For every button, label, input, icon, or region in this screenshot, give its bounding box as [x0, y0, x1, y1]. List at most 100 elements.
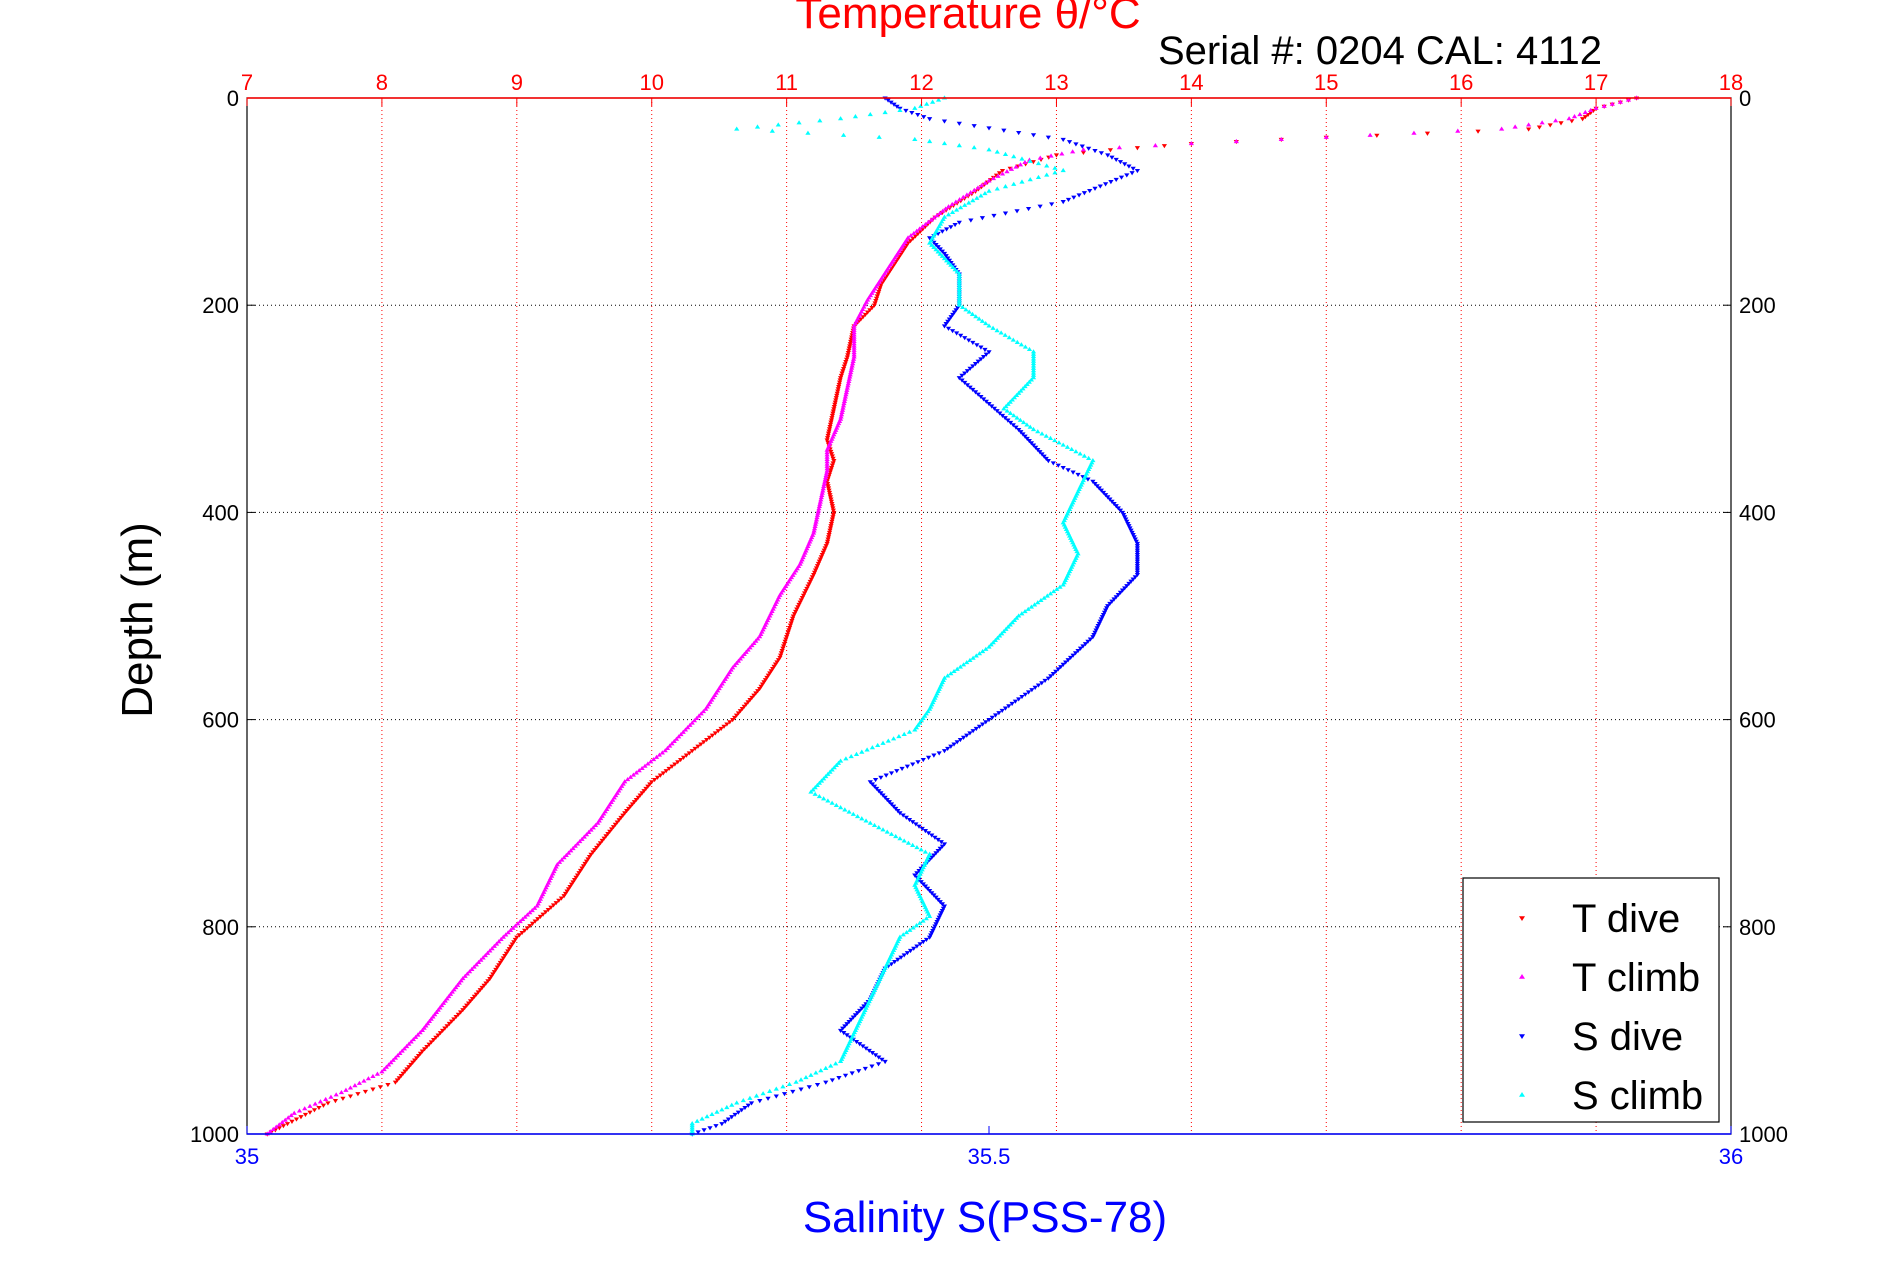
data-point [956, 282, 962, 287]
data-point [1103, 493, 1109, 498]
data-point [1070, 470, 1076, 475]
data-point [1044, 163, 1050, 168]
data-point [1022, 384, 1028, 389]
data-point [475, 959, 482, 965]
data-point [503, 932, 509, 937]
data-point [878, 775, 884, 780]
data-point [1030, 351, 1037, 356]
data-point [827, 425, 833, 430]
data-point [1025, 206, 1032, 212]
data-point [516, 933, 523, 938]
data-point [907, 239, 914, 244]
data-point [813, 519, 819, 524]
data-point [601, 836, 607, 841]
data-point [1035, 161, 1042, 166]
data-point [462, 1005, 468, 1011]
data-point [467, 969, 473, 974]
data-point [814, 514, 820, 520]
data-point [945, 204, 952, 209]
data-point [963, 307, 969, 312]
data-point [913, 822, 919, 827]
data-point [1124, 584, 1130, 589]
data-point [986, 178, 992, 183]
data-point [1009, 701, 1015, 707]
depth-tick-label-left: 400 [202, 500, 239, 525]
data-point [824, 468, 830, 473]
data-point [559, 857, 565, 862]
data-point [978, 394, 984, 400]
data-point [1028, 604, 1034, 609]
data-point [696, 713, 702, 718]
data-point [666, 766, 672, 772]
data-point [574, 873, 581, 878]
data-point [794, 607, 800, 612]
data-point [811, 570, 818, 575]
data-point [558, 896, 565, 901]
data-point [867, 111, 873, 117]
data-point [1134, 168, 1140, 174]
data-point [948, 315, 954, 320]
data-point [548, 905, 554, 910]
data-point [912, 105, 918, 110]
data-point [1002, 332, 1008, 337]
data-point [927, 236, 933, 241]
data-point [782, 639, 788, 644]
data-point [280, 1124, 287, 1129]
data-point [935, 245, 941, 250]
data-point [853, 1039, 860, 1045]
data-point [494, 965, 500, 970]
data-point [678, 758, 684, 763]
data-point [860, 315, 866, 320]
data-point [1002, 151, 1009, 156]
data-point [903, 108, 909, 114]
data-point [645, 761, 651, 766]
data-point [1424, 131, 1431, 136]
data-point [818, 778, 825, 783]
data-point [825, 486, 832, 491]
data-point [871, 303, 877, 308]
data-point [917, 229, 923, 234]
data-point [422, 1047, 428, 1052]
data-point [818, 555, 824, 560]
data-point [1050, 671, 1056, 677]
data-point [1056, 440, 1062, 445]
data-point [616, 818, 622, 823]
data-point [822, 546, 828, 551]
data-point [784, 635, 790, 640]
data-point [751, 693, 757, 698]
data-point [862, 1066, 868, 1071]
data-point [396, 1076, 402, 1081]
data-point [786, 1081, 793, 1087]
data-point [1055, 667, 1061, 672]
data-point [270, 1126, 276, 1131]
data-point [1566, 116, 1572, 121]
data-point [934, 920, 940, 925]
data-point [825, 431, 832, 436]
data-point [402, 1069, 408, 1074]
data-point [929, 891, 935, 896]
data-point [848, 339, 854, 345]
data-point [502, 954, 508, 959]
data-point [1013, 425, 1019, 430]
data-point [843, 360, 849, 365]
data-point [667, 743, 673, 748]
data-point [962, 371, 968, 376]
data-point [522, 928, 528, 933]
data-point [945, 673, 951, 678]
data-point [991, 213, 997, 219]
data-point [565, 887, 572, 892]
data-point [639, 791, 645, 796]
data-point [824, 449, 830, 455]
data-point [1113, 595, 1119, 600]
data-point [819, 553, 825, 558]
data-point [901, 953, 907, 958]
data-point [812, 785, 818, 790]
data-point [1057, 584, 1063, 589]
data-point [824, 436, 831, 441]
data-point [499, 958, 505, 963]
data-point [446, 1021, 452, 1027]
data-point [899, 766, 905, 772]
data-point [629, 802, 636, 807]
data-point [404, 1043, 410, 1049]
data-point [809, 575, 816, 580]
